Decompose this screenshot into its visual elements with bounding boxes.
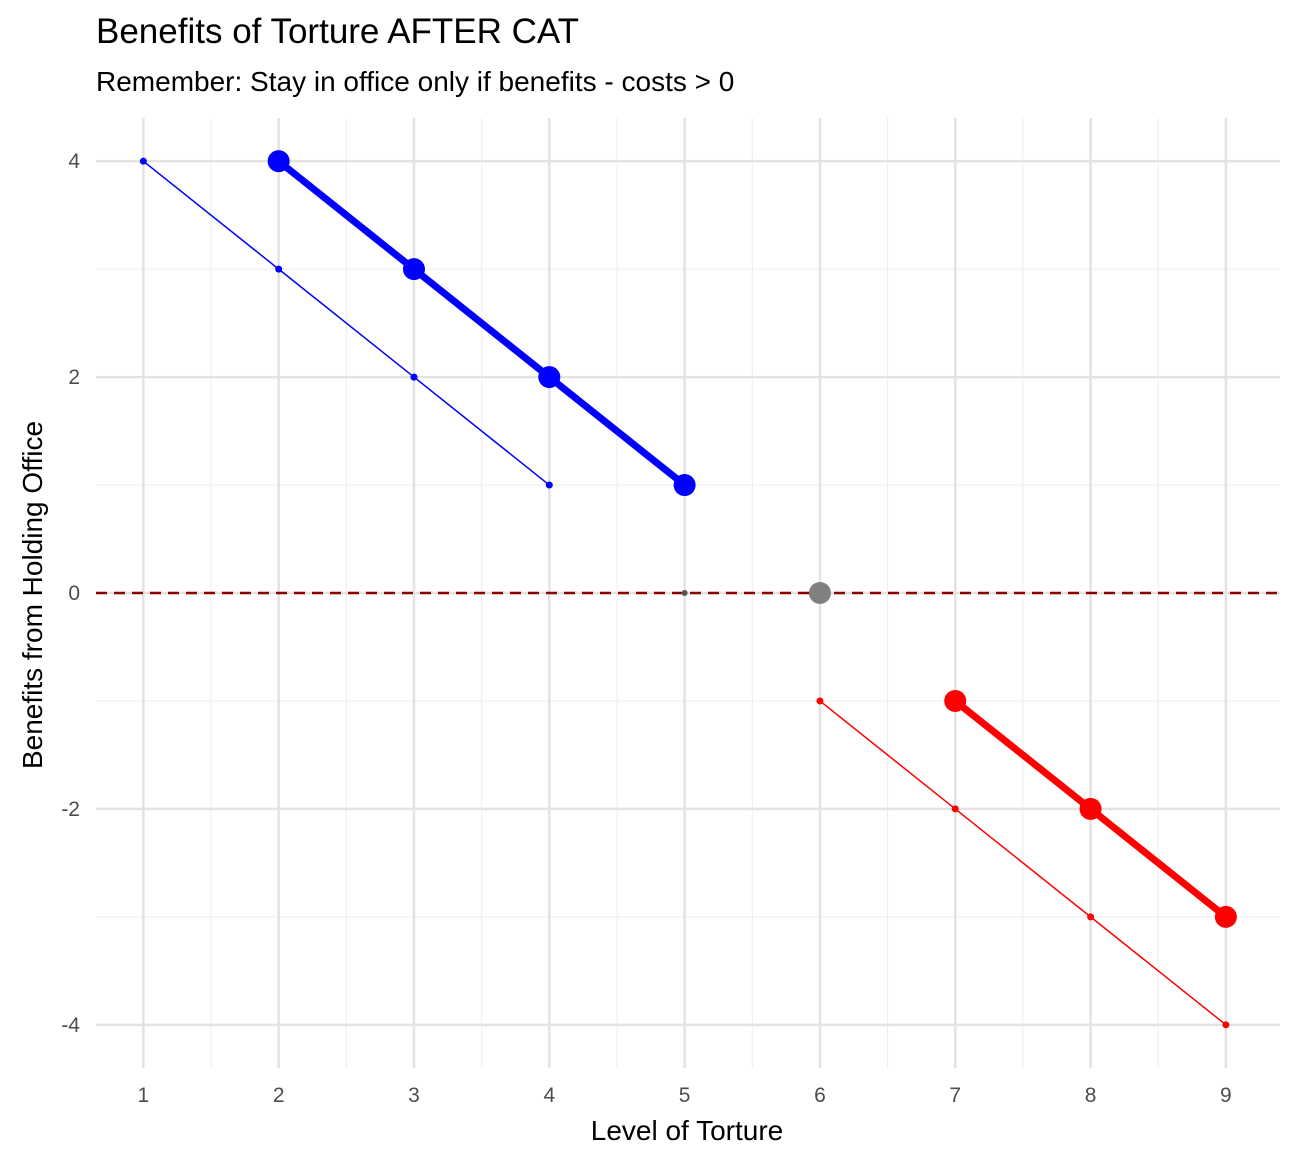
series-point-0 (410, 373, 418, 381)
data-points (681, 582, 831, 604)
x-axis-ticks: 1 2 3 4 5 6 7 8 9 (138, 1084, 1232, 1107)
standalone-point-1 (808, 582, 831, 604)
standalone-point-0 (681, 590, 688, 596)
series-line-1 (275, 157, 689, 489)
x-tick-label: 1 (138, 1084, 150, 1107)
x-tick-label: 3 (408, 1084, 420, 1107)
series-lines (139, 150, 1237, 1029)
series-line-2 (819, 700, 1227, 1026)
series-point-2 (1087, 913, 1095, 921)
series-point-2 (816, 697, 824, 705)
series-point-0 (545, 481, 553, 489)
series-point-3 (1079, 797, 1102, 820)
x-tick-label: 6 (814, 1084, 826, 1107)
y-tick-label: 2 (68, 366, 80, 389)
chart-subtitle: Remember: Stay in office only if benefit… (96, 66, 735, 97)
series-point-1 (538, 366, 561, 389)
series-point-1 (267, 150, 290, 173)
x-tick-label: 7 (949, 1084, 961, 1107)
x-tick-label: 5 (679, 1084, 691, 1107)
y-tick-label: 4 (68, 150, 80, 173)
y-axis-ticks: -4 -2 0 2 4 (61, 150, 80, 1037)
series-point-0 (275, 265, 283, 273)
series-point-0 (139, 157, 147, 165)
x-axis-title: Level of Torture (591, 1115, 784, 1146)
y-tick-label: 0 (68, 582, 80, 605)
series-point-2 (1222, 1021, 1230, 1029)
x-tick-label: 8 (1085, 1084, 1097, 1107)
x-tick-label: 4 (543, 1084, 555, 1107)
y-axis-title: Benefits from Holding Office (17, 421, 48, 769)
series-line-0 (142, 160, 551, 486)
chart-title: Benefits of Torture AFTER CAT (96, 12, 580, 51)
y-tick-label: -4 (61, 1014, 80, 1037)
x-tick-label: 9 (1220, 1084, 1232, 1107)
series-point-3 (944, 689, 967, 712)
series-point-1 (402, 258, 425, 281)
series-point-1 (673, 474, 696, 497)
series-point-3 (1214, 905, 1237, 928)
x-tick-label: 2 (273, 1084, 285, 1107)
y-tick-label: -2 (61, 798, 80, 821)
series-point-2 (951, 805, 959, 813)
